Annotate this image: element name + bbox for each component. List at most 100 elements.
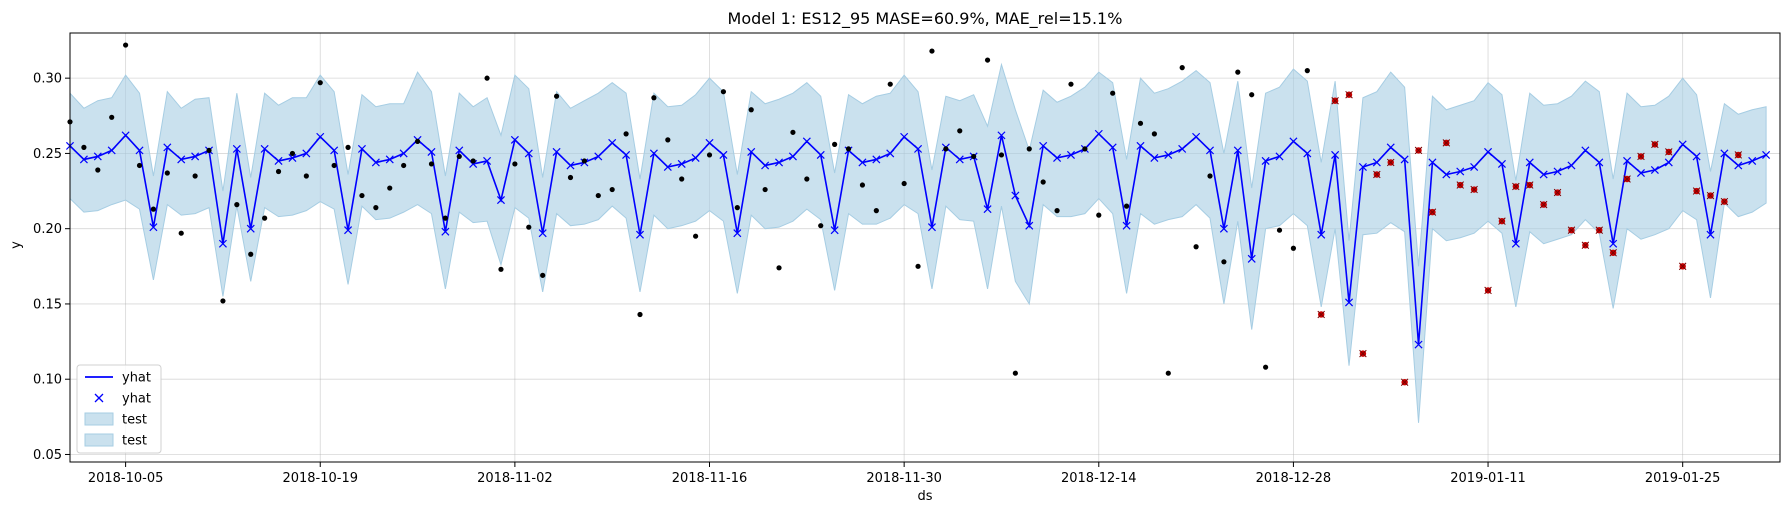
- yhat-marker: [1261, 156, 1270, 165]
- actual-point: [262, 215, 268, 221]
- actual-point: [178, 230, 184, 236]
- test-marker: [1386, 158, 1395, 167]
- test-marker: [1637, 152, 1645, 161]
- test-marker: [1428, 208, 1437, 216]
- yhat-marker: [1706, 230, 1715, 239]
- yhat-marker: [1678, 140, 1687, 149]
- test-marker: [1470, 185, 1478, 194]
- yhat-marker: [1011, 191, 1020, 200]
- actual-point: [1012, 370, 1018, 376]
- actual-point: [484, 75, 490, 81]
- actual-point: [1137, 120, 1144, 126]
- yhat-marker: [1247, 254, 1256, 263]
- test-marker: [1512, 182, 1520, 191]
- actual-point: [845, 146, 852, 152]
- test-marker: [1651, 140, 1659, 149]
- test-marker: [1734, 151, 1743, 159]
- yhat-marker: [914, 144, 923, 153]
- yhat-marker: [1636, 168, 1646, 178]
- actual-point: [651, 95, 657, 101]
- legend-label: test: [122, 434, 147, 449]
- yhat-marker: [761, 161, 770, 170]
- test-marker: [1567, 226, 1576, 234]
- test-marker: [1331, 96, 1339, 105]
- interval-band: [69, 62, 1767, 423]
- yhat-marker: [594, 152, 603, 161]
- test-marker: [1692, 187, 1701, 195]
- yhat-marker: [1428, 158, 1437, 167]
- actual-point: [470, 158, 476, 164]
- yhat-marker: [496, 196, 506, 205]
- yhat-marker: [1303, 149, 1312, 158]
- yhat-marker: [1609, 239, 1618, 248]
- actual-point: [1304, 68, 1310, 74]
- yhat-marker: [802, 137, 811, 146]
- yhat-marker: [538, 229, 547, 238]
- yhat-marker: [1039, 141, 1048, 150]
- actual-point: [1165, 370, 1171, 376]
- actual-point: [442, 215, 448, 221]
- actual-point: [498, 266, 504, 272]
- yhat-marker: [622, 150, 631, 159]
- yhat-marker: [733, 229, 742, 238]
- actual-point: [887, 81, 893, 87]
- actual-point: [567, 174, 574, 181]
- yhat-marker: [524, 149, 533, 158]
- yhat-marker: [1289, 137, 1298, 146]
- yhat-marker: [872, 155, 881, 164]
- yhat-marker: [1623, 156, 1632, 165]
- yhat-marker: [1511, 239, 1520, 248]
- yhat-marker: [1331, 150, 1340, 159]
- yhat-marker: [149, 223, 158, 232]
- yhat-marker: [663, 162, 672, 171]
- y-tick-label: 0.10: [33, 373, 62, 388]
- legend-label: test: [122, 413, 147, 428]
- yhat-marker: [302, 149, 311, 158]
- x-tick-label: 2019-01-25: [1645, 471, 1721, 486]
- actual-point: [804, 176, 810, 182]
- yhat-marker: [1470, 162, 1479, 171]
- yhat-marker: [1025, 221, 1034, 230]
- actual-point: [915, 263, 921, 269]
- actual-point: [637, 311, 643, 318]
- yhat-marker: [1456, 167, 1465, 176]
- forecast-line: [65, 129, 1771, 349]
- yhat-marker: [441, 227, 450, 236]
- axes: [65, 32, 1781, 467]
- test-marker: [1595, 226, 1604, 234]
- x-tick-label: 2018-10-05: [88, 471, 164, 486]
- actual-point: [206, 147, 212, 154]
- actual-point: [1235, 69, 1241, 75]
- actual-point: [901, 180, 907, 187]
- yhat-marker: [232, 144, 241, 153]
- yhat-marker: [1178, 144, 1187, 153]
- legend-label: yhat: [122, 371, 151, 386]
- actual-points: [67, 42, 1310, 376]
- actual-point: [971, 153, 977, 160]
- plot-frame: [69, 32, 1781, 463]
- actual-point: [317, 80, 323, 86]
- yhat-marker: [1164, 150, 1173, 159]
- legend-marker-swatch: [94, 393, 104, 403]
- yhat-marker: [1692, 152, 1701, 161]
- test-marker: [1665, 148, 1673, 156]
- yhat-marker: [983, 205, 992, 214]
- yhat-marker: [316, 132, 325, 141]
- yhat-marker: [1442, 170, 1451, 179]
- yhat-marker: [608, 138, 617, 147]
- yhat-marker: [1219, 224, 1228, 233]
- yhat-marker: [191, 152, 200, 161]
- actual-point: [553, 93, 560, 99]
- y-tick-label: 0.05: [33, 448, 62, 463]
- actual-point: [1179, 65, 1185, 71]
- yhat-marker: [649, 149, 658, 158]
- actual-point: [1026, 146, 1032, 152]
- yhat-marker: [455, 146, 464, 155]
- yhat-marker: [1762, 150, 1771, 159]
- test-marker: [1609, 249, 1617, 257]
- yhat-marker: [719, 150, 728, 159]
- test-marker: [1623, 175, 1631, 183]
- actual-point: [275, 168, 282, 175]
- actual-point: [609, 186, 615, 193]
- yhat-marker: [274, 156, 283, 165]
